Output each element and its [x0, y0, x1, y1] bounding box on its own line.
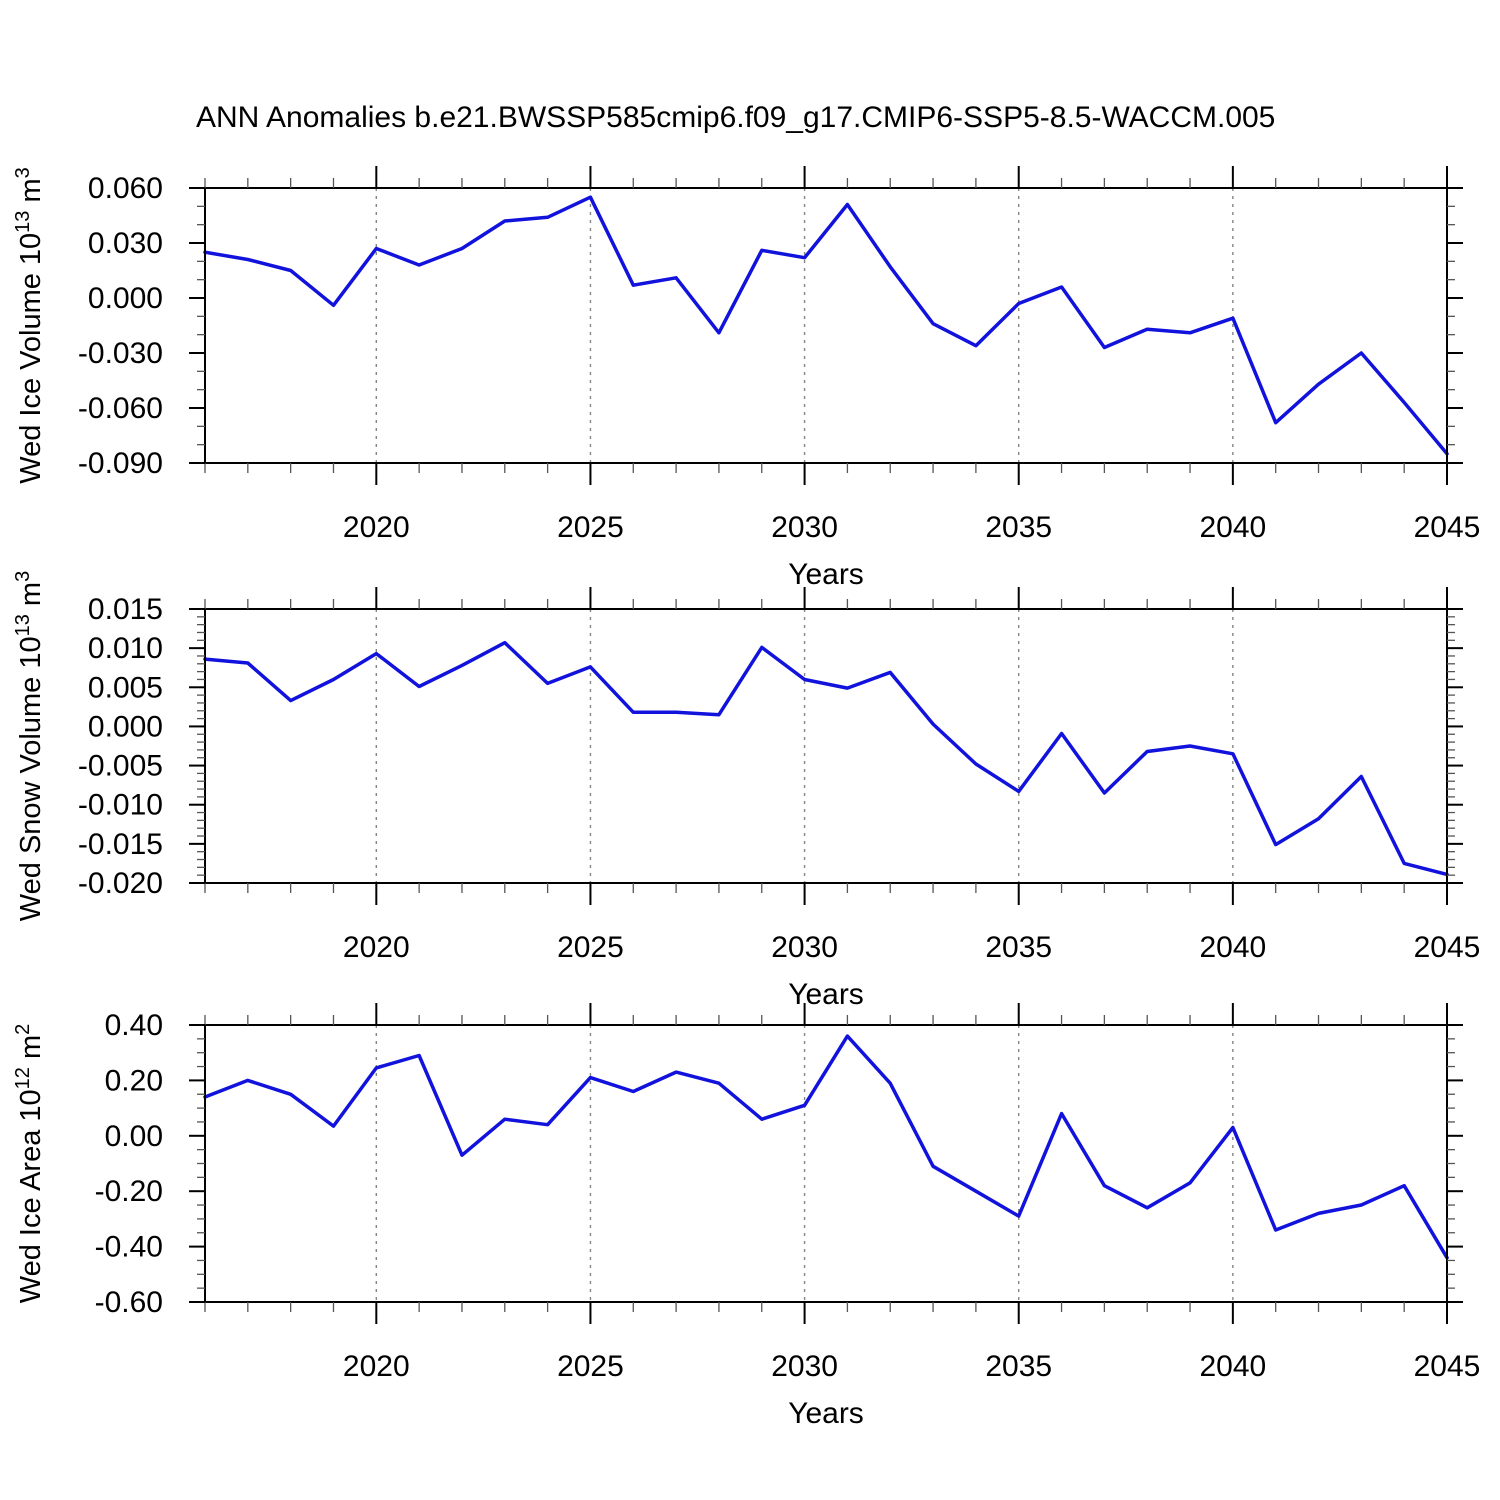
y-tick-label: 0.060 [88, 172, 163, 205]
superscript: 12 [12, 1067, 34, 1089]
data-line [203, 195, 1449, 456]
y-tick-label: -0.010 [78, 789, 163, 822]
x-tick-label: 2020 [343, 1350, 410, 1383]
x-tick-label: 2035 [985, 931, 1052, 964]
superscript: 2 [12, 1024, 34, 1035]
x-axis-labels: 2020 2025 2030 2035 2040 2045 [343, 511, 1480, 544]
superscript: 13 [12, 614, 34, 636]
x-tick-label: 2035 [985, 511, 1052, 544]
x-tick-label: 2040 [1199, 511, 1266, 544]
y-axis-title: Wed Ice Volume 1013 m3 [12, 167, 47, 484]
x-tick-label: 2040 [1199, 931, 1266, 964]
x-tick-label: 2025 [557, 931, 624, 964]
x-tick-label: 2030 [771, 1350, 838, 1383]
x-tick-label: 2020 [343, 511, 410, 544]
x-axis-title: Years [788, 1397, 864, 1430]
x-tick-label: 2045 [1414, 931, 1481, 964]
y-tick-label: -0.40 [95, 1231, 163, 1264]
plot-frame [204, 1024, 1448, 1303]
data-line [203, 640, 1449, 877]
y-tick-label: 0.005 [88, 671, 163, 704]
x-tick-label: 2045 [1414, 1350, 1481, 1383]
y-tick-label: -0.020 [78, 867, 163, 900]
x-axis-ticks [204, 1003, 1448, 1324]
x-tick-label: 2030 [771, 931, 838, 964]
superscript: 13 [12, 211, 34, 233]
y-tick-label: 0.00 [105, 1120, 163, 1153]
y-axis-ticks: 0.40 0.20 0.00 -0.20 -0.40 -0.60 [95, 1009, 1463, 1319]
y-tick-label: 0.030 [88, 227, 163, 260]
y-tick-label: -0.060 [78, 392, 163, 425]
y-tick-label: -0.090 [78, 447, 163, 480]
y-tick-label: 0.015 [88, 593, 163, 626]
y-axis-ticks: 0.015 0.010 0.005 0.000 -0.005 -0.010 -0.015 -0… [78, 593, 1463, 900]
y-axis-title: Wed Ice Area 1012 m2 [12, 1024, 47, 1303]
x-tick-label: 2030 [771, 511, 838, 544]
y-tick-label: -0.20 [95, 1175, 163, 1208]
x-tick-label: 2040 [1199, 1350, 1266, 1383]
x-tick-label: 2045 [1414, 511, 1481, 544]
plot-frame [204, 608, 1448, 884]
x-tick-label: 2025 [557, 1350, 624, 1383]
y-tick-label: -0.030 [78, 337, 163, 370]
superscript: 3 [12, 167, 34, 178]
x-tick-label: 2020 [343, 931, 410, 964]
y-axis-ticks: 0.060 0.030 0.000 -0.030 -0.060 -0.090 [78, 172, 1463, 480]
x-tick-label: 2025 [557, 511, 624, 544]
y-tick-label: 0.000 [88, 282, 163, 315]
y-axis-title: Wed Snow Volume 1013 m3 [12, 571, 47, 921]
x-axis-title: Years [788, 978, 864, 1011]
y-tick-label: -0.60 [95, 1286, 163, 1319]
x-axis-labels: 2020 2025 2030 2035 2040 2045 [343, 931, 1480, 964]
x-axis-title: Years [788, 558, 864, 591]
y-tick-label: 0.000 [88, 710, 163, 743]
panel-2: 0.015 0.010 0.005 0.000 -0.005 -0.010 -0.015 -0… [12, 571, 1480, 1011]
x-axis-labels: 2020 2025 2030 2035 2040 2045 [343, 1350, 1480, 1383]
superscript: 3 [12, 571, 34, 582]
y-tick-label: -0.005 [78, 750, 163, 783]
y-tick-label: 0.40 [105, 1009, 163, 1042]
y-tick-label: 0.20 [105, 1064, 163, 1097]
data-line [203, 1034, 1449, 1260]
chart-title: ANN Anomalies b.e21.BWSSP585cmip6.f09_g1… [196, 101, 1275, 134]
x-axis-ticks [204, 587, 1448, 905]
y-tick-label: 0.010 [88, 632, 163, 665]
y-tick-label: -0.015 [78, 828, 163, 861]
plot-frame [204, 187, 1448, 464]
x-axis-ticks [204, 166, 1448, 485]
x-tick-label: 2035 [985, 1350, 1052, 1383]
